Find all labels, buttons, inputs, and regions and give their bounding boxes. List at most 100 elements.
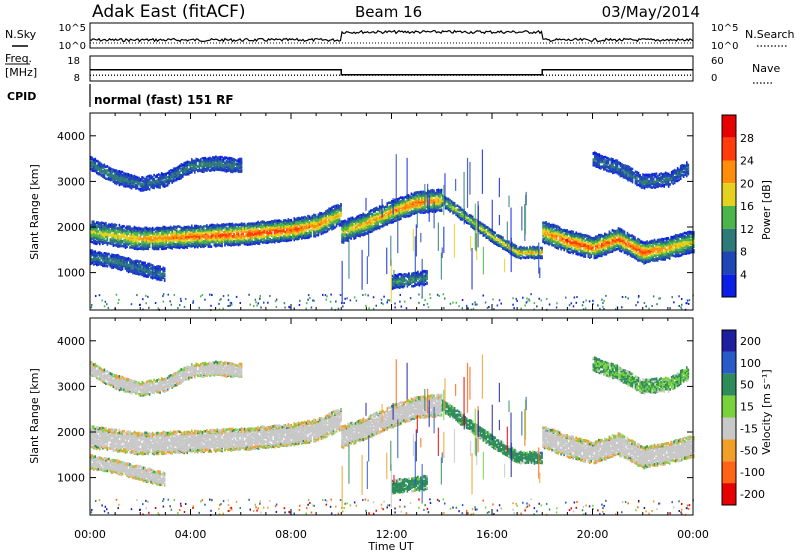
colorbar-tick-label: 4	[740, 268, 747, 281]
colorbar-tick-label: -50	[740, 444, 758, 457]
noise-left-tick-bottom: 10^0	[59, 41, 86, 52]
y-tick-label: 3000	[57, 380, 85, 393]
power-band-near-band-12-13-5	[391, 269, 428, 291]
y-tick-label: 2000	[57, 221, 85, 234]
power-colorbar: 28 24 20 16 12 8 4	[721, 114, 754, 298]
velocity-band-main-band-00-10	[90, 408, 342, 456]
colorbar-swatch	[722, 160, 736, 184]
power-band-near-band-00-03	[90, 249, 166, 282]
velocity-band-main-band-10-14	[341, 393, 443, 449]
colorbar-tick-label: -200	[740, 488, 765, 501]
colorbar-swatch	[722, 137, 736, 161]
power-band-far-band-20-24	[592, 151, 690, 190]
velocity-colorbar: 200 100 50 15 -15 -50 -100 -200	[721, 329, 765, 506]
y-tick-label: 3000	[57, 175, 85, 188]
x-axis-label: Time UT	[367, 540, 413, 553]
x-tick-label: 12:00	[376, 528, 408, 541]
nave-label: Nave	[752, 62, 780, 75]
x-tick-label: 00:00	[74, 528, 106, 541]
colorbar-swatch	[722, 395, 736, 418]
colorbar-swatch	[722, 330, 736, 352]
y-tick-label: 4000	[57, 130, 85, 143]
velocity-scatter	[90, 354, 694, 517]
power-band-main-band-00-10	[90, 203, 342, 251]
noise-right-tick-bottom: 10^0	[711, 41, 738, 52]
y-tick-label: 1000	[57, 267, 85, 280]
noise-right-tick-top: 10^5	[711, 23, 738, 34]
freq-tick-bottom: 8	[74, 73, 80, 84]
noise-sky-label: N.Sky	[5, 28, 37, 41]
x-tick-label: 16:00	[476, 528, 508, 541]
y-tick-label: 4000	[57, 335, 85, 348]
power-scatter	[90, 149, 694, 312]
velocity-band-far-band-20-24	[592, 356, 690, 395]
nave-tick-bottom: 0	[711, 73, 717, 84]
colorbar-tick-label: 28	[740, 132, 754, 145]
velocity-band-far-band-00-06	[90, 360, 243, 397]
velocity-band-wavy-band-18-24	[542, 426, 695, 470]
colorbar-swatch	[722, 115, 736, 138]
colorbar-swatch	[722, 274, 736, 297]
x-tick-label: 20:00	[577, 528, 609, 541]
noise-search-label: N.Search	[745, 28, 795, 41]
station-title: Adak East (fitACF)	[92, 2, 246, 22]
freq-traces	[90, 69, 693, 76]
colorbar-tick-label: 8	[740, 246, 747, 259]
beam-title: Beam 16	[355, 3, 422, 21]
power-band-wavy-band-18-24	[542, 221, 695, 265]
velocity-ylabel: Slant Range [km]	[28, 368, 41, 464]
y-tick-label: 1000	[57, 472, 85, 485]
colorbar-tick-label: -100	[740, 466, 765, 479]
colorbar-tick-label: 12	[740, 223, 754, 236]
power-ylabel: Slant Range [km]	[28, 164, 41, 260]
freq-tick-top: 18	[67, 56, 80, 67]
nave-tick-top: 60	[711, 56, 724, 67]
velocity-band-near-band-00-03	[90, 454, 166, 487]
power-colorbar-label: Power [dB]	[760, 180, 773, 240]
cpid-value: normal (fast) 151 RF	[94, 93, 234, 107]
colorbar-swatch	[722, 228, 736, 252]
date-title: 03/May/2014	[602, 3, 700, 21]
colorbar-tick-label: -15	[740, 422, 758, 435]
colorbar-swatch	[722, 483, 736, 505]
colorbar-swatch	[722, 351, 736, 374]
colorbar-frame	[721, 114, 737, 298]
freq-label: Freq.	[5, 52, 32, 65]
y-tick-label: 2000	[57, 426, 85, 439]
colorbar-tick-label: 16	[740, 200, 754, 213]
colorbar-swatch	[722, 439, 736, 462]
x-tick-label: 08:00	[275, 528, 307, 541]
velocity-heatmap	[90, 354, 695, 517]
velocity-axes: 4000 3000 2000 1000	[57, 318, 694, 515]
power-band-far-band-00-06	[90, 155, 243, 192]
cpid-label: CPID	[7, 90, 36, 103]
colorbar-swatch	[722, 417, 736, 440]
noise-left-tick-top: 10^5	[59, 23, 86, 34]
freq-unit-label: [MHz]	[5, 66, 37, 79]
x-tick-label: 04:00	[175, 528, 207, 541]
colorbar-swatch	[722, 461, 736, 484]
freq-trace	[90, 69, 693, 76]
colorbar-tick-label: 24	[740, 155, 754, 168]
freq-panel-frame	[89, 55, 694, 82]
colorbar-tick-label: 15	[740, 401, 754, 414]
colorbar-swatch	[722, 206, 736, 229]
colorbar-swatch	[722, 183, 736, 206]
colorbar-frame	[721, 329, 737, 506]
colorbar-swatch	[722, 251, 736, 275]
colorbar-tick-label: 50	[740, 379, 754, 392]
x-tick-label: 00:00	[677, 528, 709, 541]
noise-sky-trace	[89, 29, 694, 43]
colorbar-swatch	[722, 373, 736, 396]
power-axes: 4000 3000 2000 1000	[57, 113, 694, 310]
noise-panel-frame	[89, 22, 694, 49]
colorbar-tick-label: 20	[740, 177, 754, 190]
velocity-colorbar-label: Velocity [m s⁻¹]	[760, 369, 773, 454]
colorbar-tick-label: 200	[740, 335, 761, 348]
power-heatmap	[90, 149, 695, 312]
colorbar-tick-label: 100	[740, 357, 761, 370]
x-axis-ticks: 00:00 04:00 08:00 12:00 16:00 20:00 00:00	[74, 528, 709, 541]
velocity-band-near-band-12-13-5	[391, 474, 428, 496]
noise-traces	[89, 29, 694, 44]
